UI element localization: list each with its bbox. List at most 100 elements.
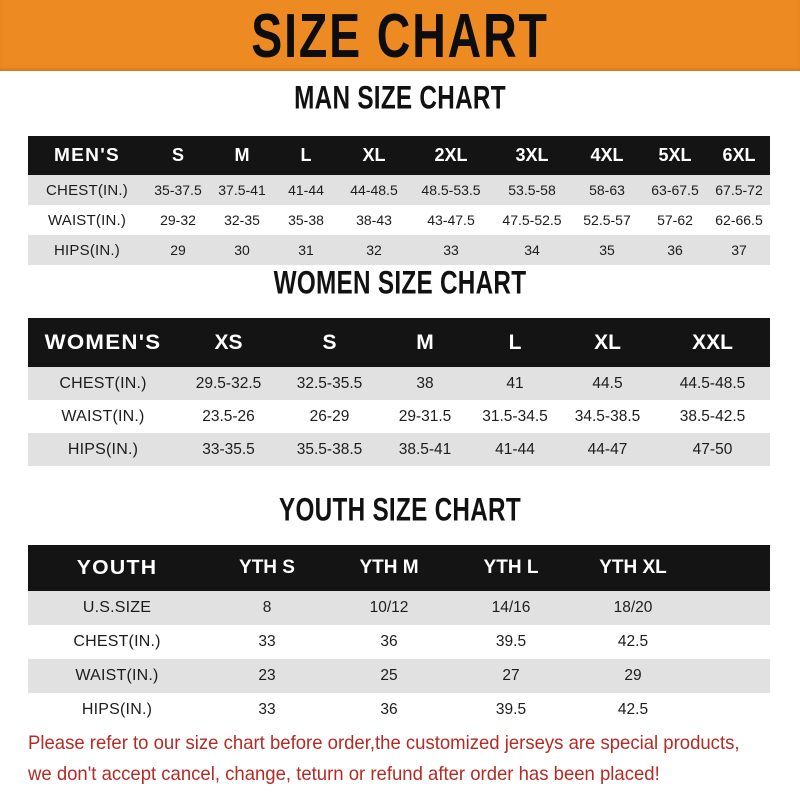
cell: 36 <box>380 633 398 650</box>
men-size-header: M <box>234 145 250 165</box>
cell: 52.5-57 <box>583 212 631 228</box>
youth-size-header: YTH M <box>359 557 419 578</box>
cell: 39.5 <box>495 701 527 718</box>
cell: 8 <box>262 599 272 616</box>
cell: 63-67.5 <box>651 182 699 198</box>
order-policy-note: Please refer to our size chart before or… <box>28 728 740 790</box>
cell: 44-48.5 <box>350 182 398 198</box>
men-section-title-text: MAN SIZE CHART <box>294 79 506 116</box>
youth-size-header: YTH XL <box>599 557 667 578</box>
cell: 47.5-52.5 <box>502 212 562 228</box>
note-line-1: Please refer to our size chart before or… <box>28 732 740 754</box>
row-label: WAIST(IN.) <box>47 211 127 229</box>
cell: 67.5-72 <box>715 182 763 198</box>
cell: 33 <box>258 633 276 650</box>
women-size-header: XXL <box>692 330 733 354</box>
row-label: WAIST(IN.) <box>75 667 159 684</box>
cell: 35-38 <box>288 212 324 228</box>
men-size-header: 5XL <box>658 145 692 165</box>
youth-section-title-text: YOUTH SIZE CHART <box>279 491 521 528</box>
cell: 62-66.5 <box>715 212 763 228</box>
youth-corner-label: YOUTH <box>76 556 158 579</box>
table-row: U.S.SIZE 8 10/12 14/16 18/20 <box>28 591 770 625</box>
cell: 29-31.5 <box>398 407 452 425</box>
cell-filler <box>694 693 770 727</box>
youth-table-header-row: YOUTH YTH S YTH M YTH L YTH XL <box>28 545 770 591</box>
cell: 41-44 <box>495 440 535 458</box>
cell: 31.5-34.5 <box>482 407 548 425</box>
cell: 53.5-58 <box>508 182 556 198</box>
row-label: CHEST(IN.) <box>59 374 147 392</box>
cell: 29 <box>624 667 642 684</box>
cell: 43-47.5 <box>427 212 475 228</box>
women-size-header: L <box>508 330 522 354</box>
women-size-header: XS <box>214 330 243 354</box>
women-section-title-text: WOMEN SIZE CHART <box>273 264 527 301</box>
men-corner-label: MEN'S <box>53 145 121 165</box>
women-section-title: WOMEN SIZE CHART <box>40 264 760 301</box>
cell: 30 <box>234 242 250 258</box>
women-size-table: WOMEN'S XS S M L XL XXL CHEST(IN.) 29.5-… <box>28 318 770 466</box>
row-label: WAIST(IN.) <box>61 407 145 425</box>
table-row: CHEST(IN.) 33 36 39.5 42.5 <box>28 625 770 659</box>
youth-size-table: YOUTH YTH S YTH M YTH L YTH XL U.S.SIZE … <box>28 545 770 727</box>
youth-size-header: YTH S <box>239 557 295 578</box>
men-size-header: 2XL <box>434 145 468 165</box>
women-size-header: S <box>322 330 337 354</box>
cell-filler <box>694 625 770 659</box>
cell: 27 <box>502 667 520 684</box>
women-size-header: XL <box>594 330 621 354</box>
cell: 57-62 <box>657 212 693 228</box>
youth-header-filler <box>694 545 770 591</box>
cell: 38-43 <box>356 212 392 228</box>
cell: 36 <box>380 701 398 718</box>
women-table-header-row: WOMEN'S XS S M L XL XXL <box>28 318 770 367</box>
cell: 32.5-35.5 <box>296 374 363 392</box>
page-banner: SIZE CHART <box>0 0 800 71</box>
table-row: HIPS(IN.) 33-35.5 35.5-38.5 38.5-41 41-4… <box>28 433 770 466</box>
row-label: HIPS(IN.) <box>54 241 120 259</box>
cell: 29-32 <box>160 212 196 228</box>
cell: 32-35 <box>224 212 260 228</box>
men-size-header: 3XL <box>515 145 549 165</box>
cell: 29 <box>170 242 186 258</box>
cell: 14/16 <box>491 599 531 616</box>
note-line-2: we don't accept cancel, change, teturn o… <box>28 763 660 785</box>
cell: 35.5-38.5 <box>296 440 363 458</box>
cell: 47-50 <box>692 440 733 458</box>
women-size-header: M <box>416 330 434 354</box>
cell: 58-63 <box>589 182 625 198</box>
cell: 23.5-26 <box>202 407 255 425</box>
cell: 18/20 <box>613 599 653 616</box>
men-table-header-row: MEN'S S M L XL 2XL 3XL 4XL 5XL 6XL <box>28 136 770 175</box>
cell: 33 <box>258 701 276 718</box>
table-row: HIPS(IN.) 33 36 39.5 42.5 <box>28 693 770 727</box>
cell: 33-35.5 <box>202 440 255 458</box>
table-row: WAIST(IN.) 23 25 27 29 <box>28 659 770 693</box>
cell: 42.5 <box>617 633 649 650</box>
cell: 38.5-41 <box>398 440 452 458</box>
cell: 36 <box>667 242 683 258</box>
women-corner-label: WOMEN'S <box>44 330 162 354</box>
table-row: CHEST(IN.) 35-37.5 37.5-41 41-44 44-48.5… <box>28 175 770 205</box>
row-label: HIPS(IN.) <box>67 440 139 458</box>
cell: 44.5-48.5 <box>679 374 746 392</box>
table-row: HIPS(IN.) 29 30 31 32 33 34 35 36 37 <box>28 235 770 265</box>
men-size-header: L <box>300 145 312 165</box>
cell: 35-37.5 <box>154 182 202 198</box>
cell: 37.5-41 <box>218 182 266 198</box>
cell: 34 <box>524 242 540 258</box>
men-size-table: MEN'S S M L XL 2XL 3XL 4XL 5XL 6XL CHEST… <box>28 136 770 265</box>
cell: 39.5 <box>495 633 527 650</box>
youth-size-header: YTH L <box>483 557 539 578</box>
cell: 33 <box>443 242 459 258</box>
row-label: U.S.SIZE <box>82 599 152 616</box>
cell: 41 <box>506 374 524 392</box>
cell: 34.5-38.5 <box>574 407 641 425</box>
men-section-title: MAN SIZE CHART <box>40 79 760 116</box>
cell: 41-44 <box>288 182 324 198</box>
cell: 25 <box>380 667 398 684</box>
cell: 35 <box>599 242 615 258</box>
row-label: CHEST(IN.) <box>73 633 161 650</box>
